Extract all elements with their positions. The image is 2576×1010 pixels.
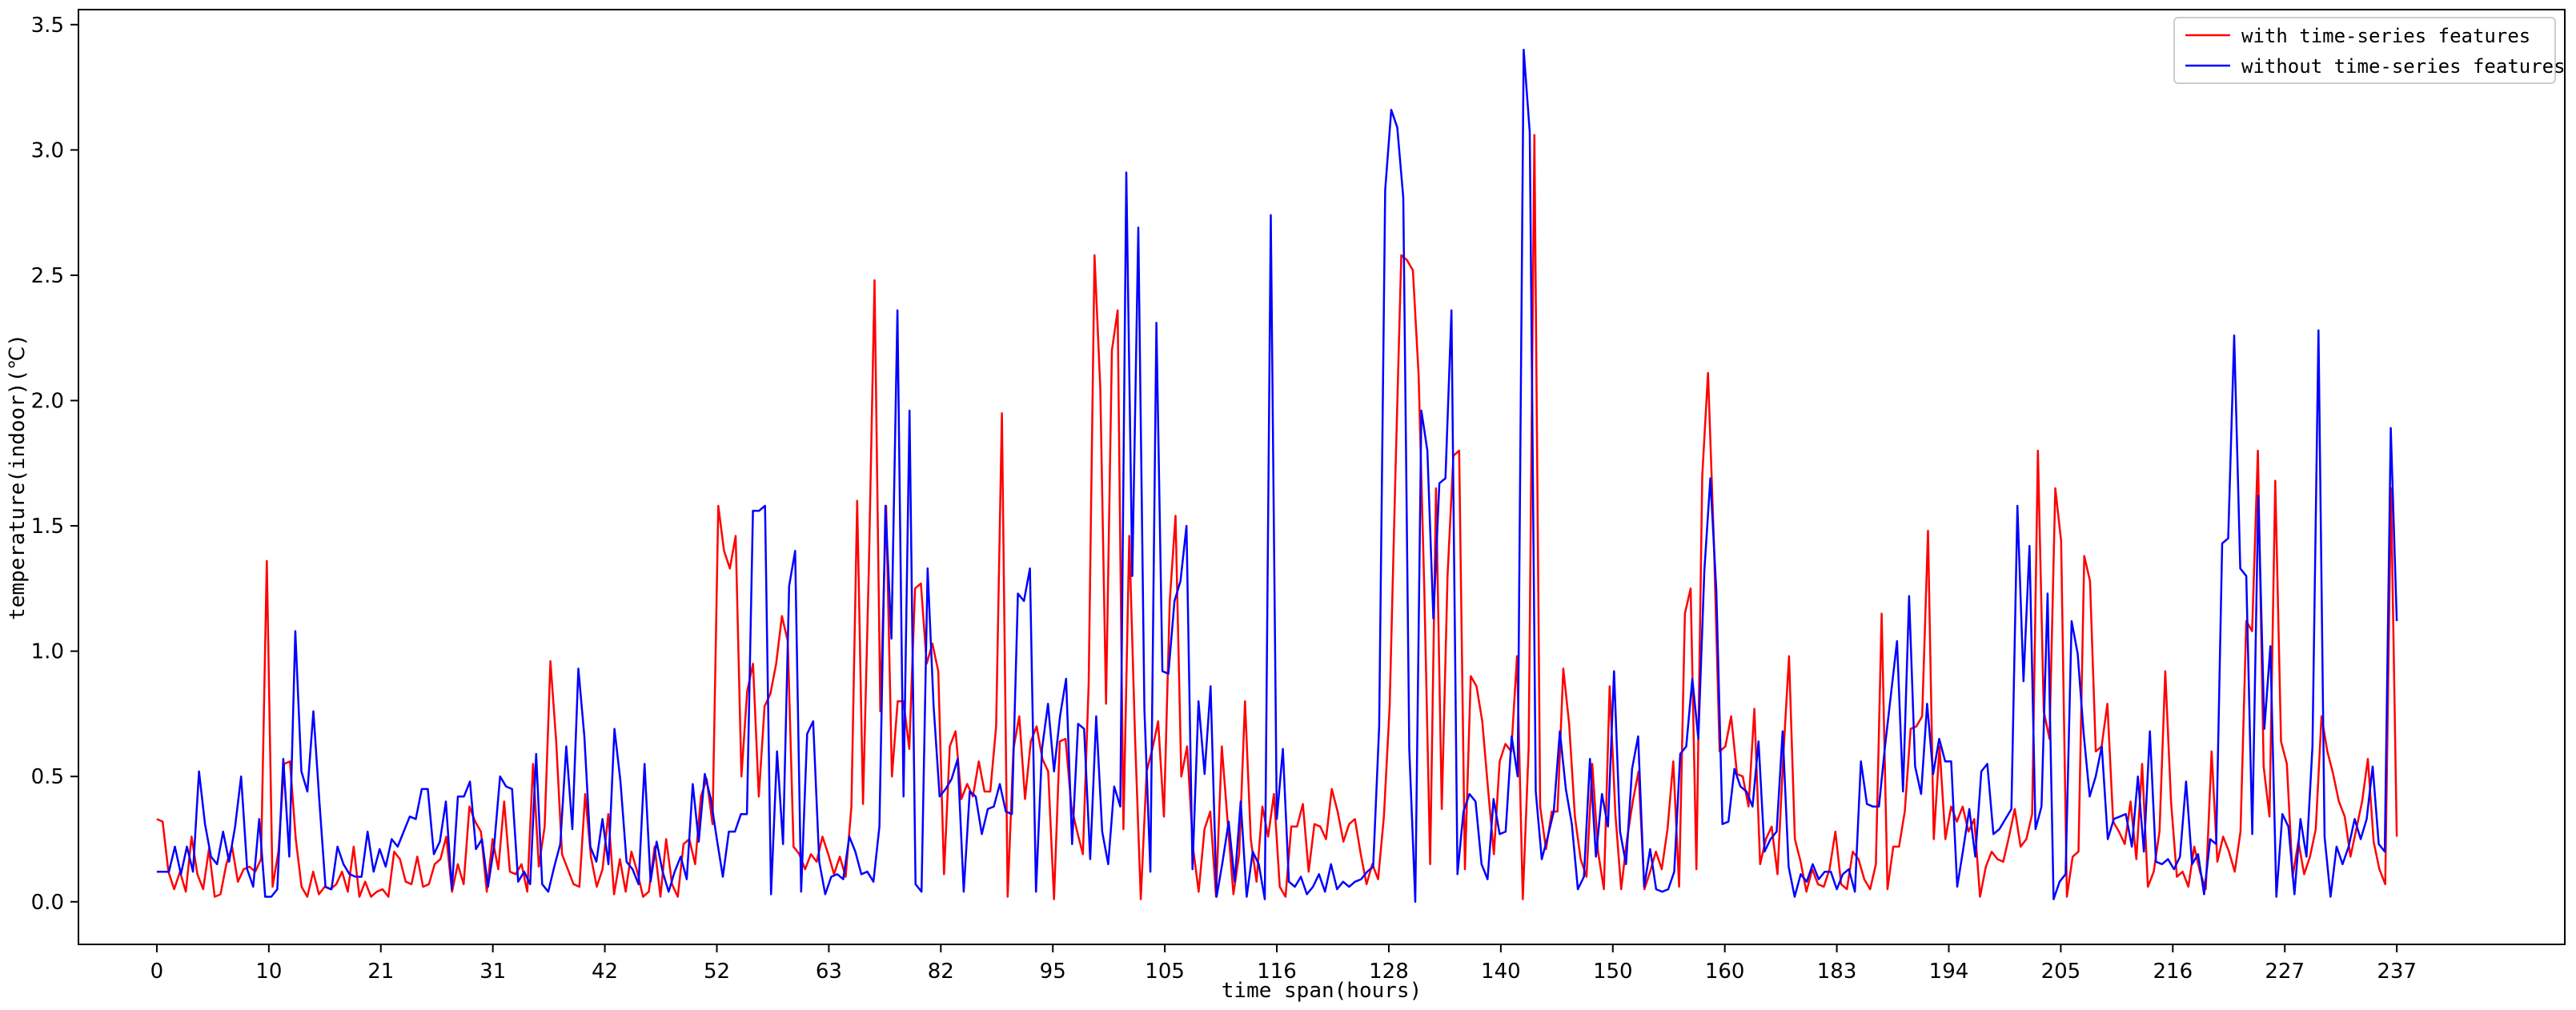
x-axis-label: time span(hours) — [1222, 979, 1422, 1003]
x-tick-label: 160 — [1705, 960, 1745, 984]
series-line-without-time-series — [156, 48, 2398, 904]
y-tick-label: 0.5 — [31, 765, 64, 789]
y-tick-label: 1.0 — [31, 640, 64, 664]
x-tick-label: 183 — [1817, 960, 1857, 984]
x-axis: 0 10 21 31 42 52 63 82 95 105 116 128 140 150 160 183 19… — [150, 944, 2417, 984]
y-tick-label: 0.0 — [31, 891, 64, 915]
x-tick-label: 237 — [2377, 960, 2417, 984]
y-axis: 0.0 0.5 1.0 1.5 2.0 2.5 3.0 3.5 — [31, 14, 78, 915]
x-tick-label: 63 — [816, 960, 842, 984]
x-tick-label: 105 — [1145, 960, 1185, 984]
y-tick-label: 2.0 — [31, 389, 64, 413]
y-tick-label: 1.5 — [31, 515, 64, 539]
x-tick-label: 0 — [150, 960, 164, 984]
y-axis-label: temperature(indoor)(℃) — [6, 334, 30, 620]
series-layer — [156, 48, 2398, 904]
x-tick-label: 95 — [1040, 960, 1066, 984]
x-tick-label: 150 — [1593, 960, 1633, 984]
x-tick-label: 82 — [928, 960, 954, 984]
x-tick-label: 128 — [1369, 960, 1409, 984]
x-tick-label: 140 — [1481, 960, 1521, 984]
x-tick-label: 227 — [2265, 960, 2305, 984]
legend-box — [2173, 17, 2556, 84]
x-tick-label: 116 — [1257, 960, 1297, 984]
x-tick-label: 52 — [704, 960, 730, 984]
x-tick-label: 31 — [479, 960, 506, 984]
series-line-with-time-series — [156, 134, 2398, 900]
plot-frame — [78, 9, 2566, 945]
y-tick-label: 3.5 — [31, 14, 64, 38]
y-tick-label: 3.0 — [31, 138, 64, 162]
legend: with time-series features without time-s… — [2173, 17, 2566, 84]
x-tick-label: 42 — [592, 960, 618, 984]
y-tick-label: 2.5 — [31, 264, 64, 288]
x-tick-label: 21 — [367, 960, 394, 984]
legend-label-without-time-series: without time-series features — [2241, 55, 2566, 78]
x-tick-label: 205 — [2041, 960, 2081, 984]
legend-label-with-time-series: with time-series features — [2241, 25, 2530, 47]
x-tick-label: 216 — [2153, 960, 2193, 984]
x-tick-label: 10 — [255, 960, 282, 984]
x-tick-label: 194 — [1929, 960, 1969, 984]
